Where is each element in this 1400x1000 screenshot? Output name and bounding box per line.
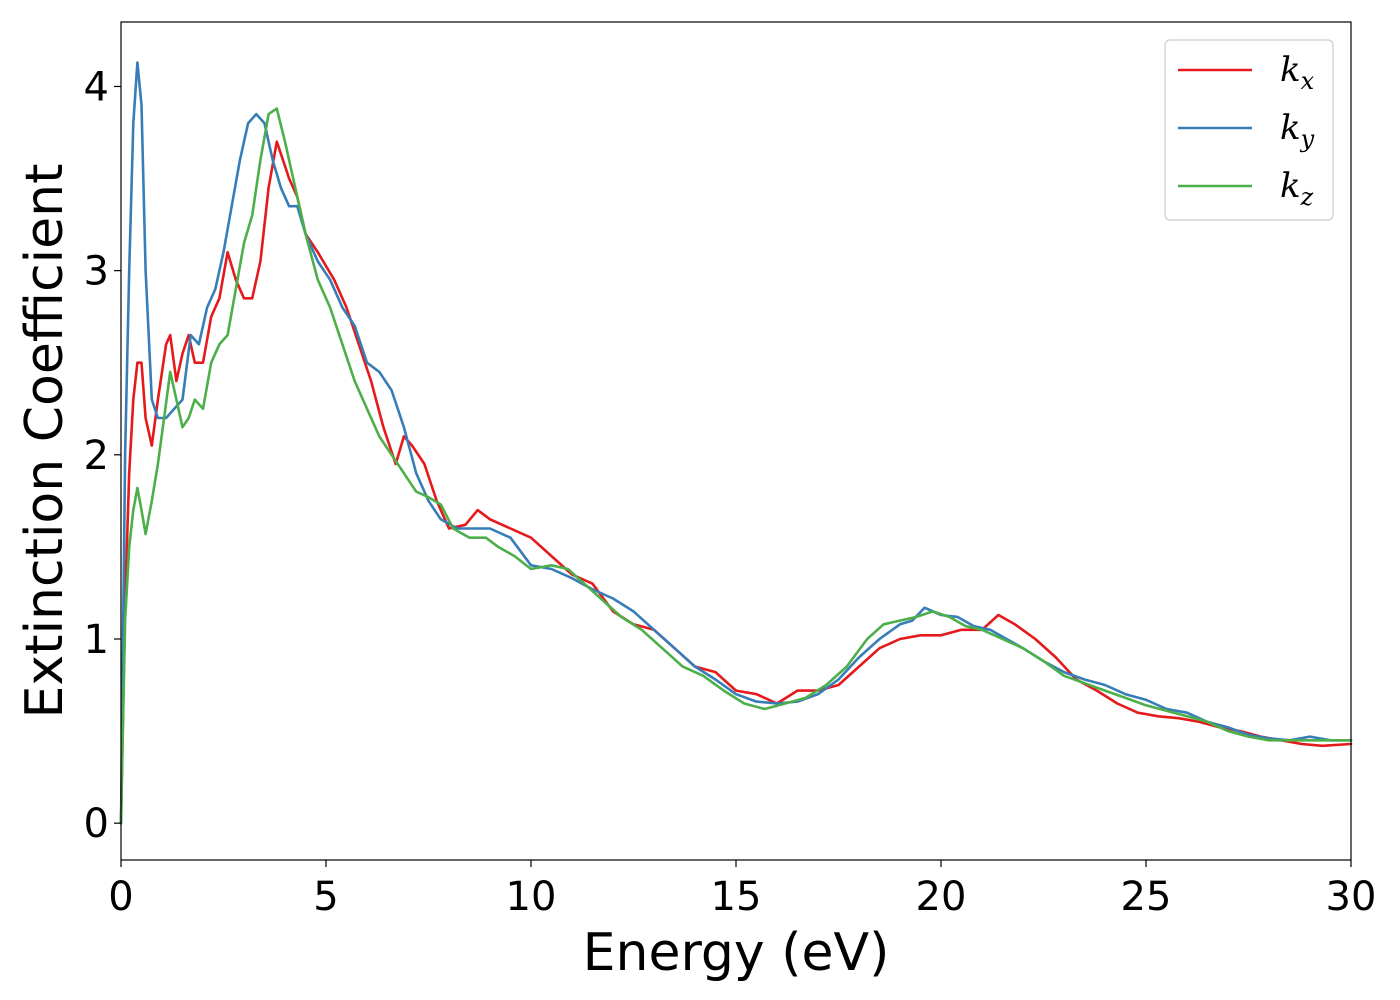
x-axis-ticks: 0 5 10 15 20 25 30	[108, 860, 1376, 920]
x-tick-label: 15	[711, 874, 762, 920]
y-tick-label: 3	[84, 249, 109, 295]
x-tick-label: 10	[506, 874, 557, 920]
series-line-y	[119, 61, 1353, 825]
series-line-x	[119, 140, 1353, 825]
y-tick-label: 4	[84, 64, 109, 110]
x-tick-label: 25	[1121, 874, 1172, 920]
series-line-z	[119, 107, 1353, 825]
legend: kx ky kz	[1164, 39, 1334, 221]
legend-label-z: kz	[1280, 166, 1314, 211]
x-tick-label: 20	[916, 874, 967, 920]
legend-items: kx ky kz	[1178, 50, 1315, 211]
series-lines	[119, 61, 1353, 825]
legend-label-x: kx	[1280, 50, 1315, 95]
x-axis-label: Energy (eV)	[583, 923, 890, 983]
y-tick-label: 2	[84, 433, 109, 479]
y-tick-label: 0	[84, 801, 109, 847]
y-axis-ticks: 0 1 2 3 4	[84, 64, 121, 847]
legend-label-y: ky	[1280, 108, 1315, 153]
y-axis-label: Extinction Coefficient	[15, 164, 75, 719]
legend-box	[1164, 39, 1334, 221]
y-tick-label: 1	[84, 617, 109, 663]
x-tick-label: 30	[1326, 874, 1377, 920]
x-tick-label: 0	[108, 874, 133, 920]
x-tick-label: 5	[313, 874, 338, 920]
